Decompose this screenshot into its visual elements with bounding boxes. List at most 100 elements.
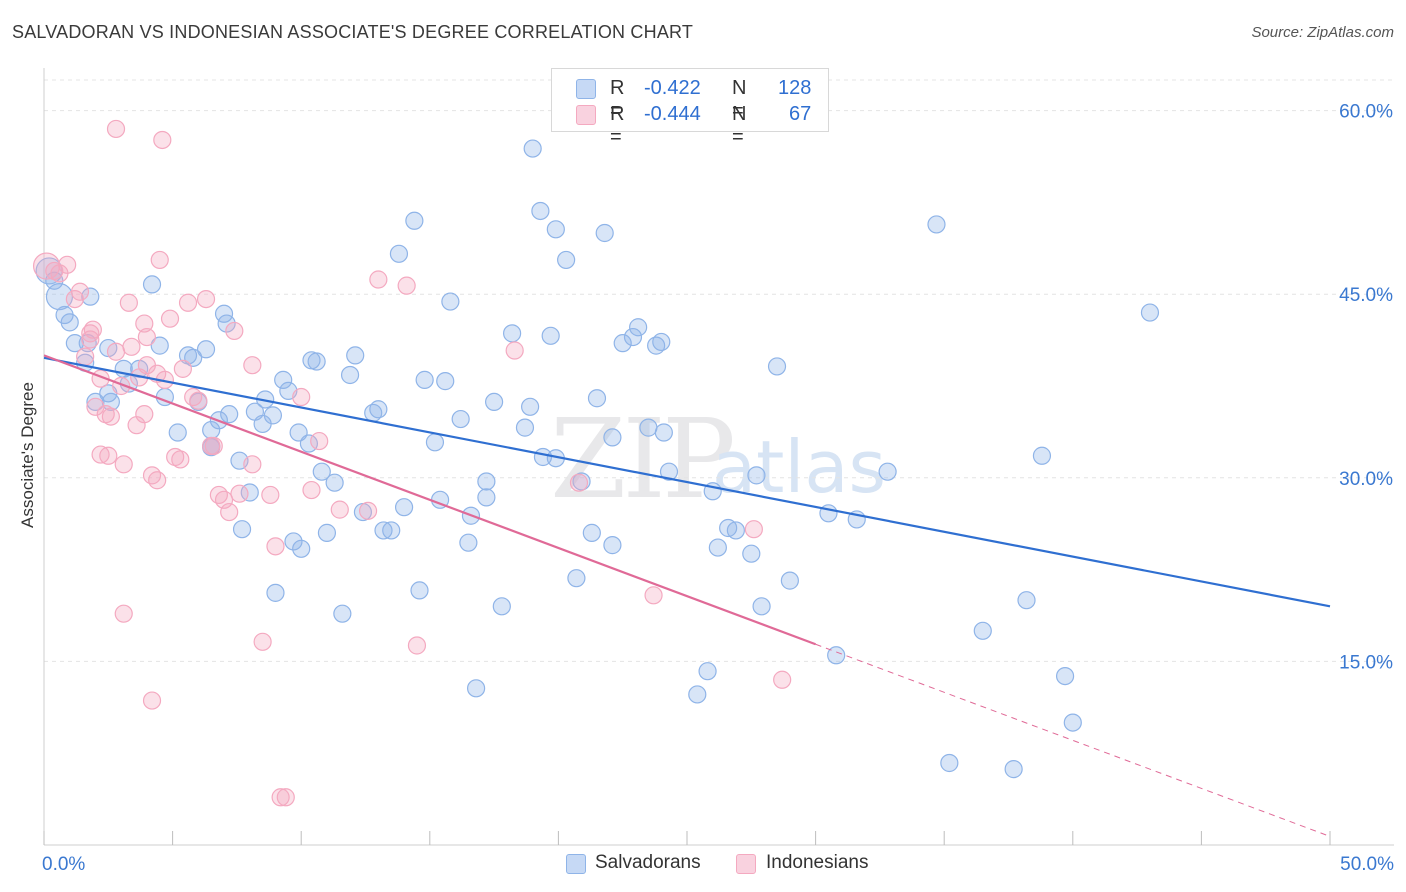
- point-salvadoran: [451, 409, 470, 429]
- y-tick-label: 45.0%: [1339, 285, 1393, 306]
- bottom-legend-swatch-salvadorans: [566, 854, 586, 874]
- point-indonesian: [266, 537, 285, 556]
- point-indonesian: [135, 405, 154, 424]
- point-salvadoran: [142, 275, 162, 294]
- point-indonesian: [220, 502, 239, 522]
- point-indonesian: [196, 289, 216, 309]
- point-salvadoran: [531, 201, 550, 221]
- point-salvadoran: [878, 462, 897, 481]
- bottom-legend-swatch-indonesians: [736, 854, 756, 874]
- point-salvadoran: [940, 753, 959, 773]
- point-indonesian: [407, 636, 427, 655]
- point-indonesian: [106, 119, 126, 139]
- point-salvadoran: [477, 472, 496, 491]
- point-indonesian: [142, 466, 162, 485]
- legend-r-label: R =: [610, 103, 625, 148]
- point-salvadoran: [623, 327, 643, 347]
- legend-n-value: 128: [778, 77, 812, 99]
- point-salvadoran: [374, 521, 393, 540]
- point-indonesian: [253, 632, 272, 651]
- y-axis-title: Associate's Degree: [18, 382, 37, 528]
- point-salvadoran: [263, 406, 283, 425]
- point-salvadoran: [436, 372, 455, 391]
- point-salvadoran: [292, 539, 311, 558]
- point-indonesian: [119, 293, 138, 312]
- legend: R = -0.422 N = 128 R = -0.444 N = 67: [551, 68, 829, 148]
- point-indonesian: [122, 337, 141, 356]
- point-salvadoran: [557, 250, 576, 270]
- point-indonesian: [292, 387, 311, 407]
- point-salvadoran: [86, 392, 105, 412]
- point-salvadoran: [369, 400, 388, 419]
- point-salvadoran: [827, 646, 846, 665]
- point-salvadoran: [202, 420, 221, 440]
- watermark-zip: ZIP: [550, 395, 736, 523]
- point-indonesian: [135, 314, 154, 333]
- point-salvadoran: [81, 287, 100, 306]
- trend-line-indonesians: [43, 354, 816, 646]
- point-indonesian: [569, 473, 589, 492]
- point-indonesian: [114, 604, 133, 623]
- point-indonesian: [148, 471, 167, 490]
- point-indonesian: [171, 450, 190, 469]
- point-salvadoran: [266, 583, 285, 602]
- point-salvadoran: [688, 685, 707, 704]
- point-indonesian: [209, 485, 228, 505]
- point-salvadoran: [425, 433, 445, 452]
- point-indonesian: [142, 691, 162, 710]
- point-indonesian: [99, 446, 118, 465]
- point-indonesian: [150, 250, 169, 270]
- point-indonesian: [397, 276, 416, 295]
- point-indonesian: [114, 455, 133, 474]
- point-salvadoran: [708, 538, 727, 557]
- x-tick-label: 0.0%: [42, 854, 85, 875]
- point-salvadoran: [767, 357, 787, 376]
- point-indonesian: [153, 130, 172, 150]
- point-salvadoran: [307, 352, 326, 371]
- point-indonesian: [173, 359, 192, 378]
- x-tick-label: 50.0%: [1340, 854, 1394, 875]
- point-salvadoran: [333, 604, 352, 623]
- trend-line-indonesians-extension: [815, 643, 1331, 837]
- point-salvadoran: [1055, 666, 1075, 686]
- point-salvadoran: [747, 466, 766, 485]
- point-salvadoran: [927, 215, 946, 234]
- point-indonesian: [261, 485, 280, 505]
- point-salvadoran: [459, 533, 478, 552]
- point-salvadoran: [742, 544, 761, 563]
- point-salvadoran: [582, 523, 601, 542]
- point-indonesian: [310, 431, 329, 451]
- legend-r-value: -0.422: [644, 77, 701, 99]
- point-salvadoran: [780, 571, 799, 590]
- watermark-atlas: atlas: [712, 425, 886, 509]
- y-tick-label: 30.0%: [1339, 469, 1393, 490]
- point-salvadoran: [389, 244, 409, 263]
- point-indonesian: [744, 520, 763, 539]
- point-indonesian: [505, 341, 524, 360]
- chart-title: SALVADORAN VS INDONESIAN ASSOCIATE'S DEG…: [12, 22, 694, 42]
- y-tick-label: 15.0%: [1339, 652, 1393, 673]
- point-salvadoran: [1017, 591, 1036, 610]
- bottom-legend-salvadorans: Salvadorans: [595, 852, 701, 873]
- trend-line-salvadorans: [43, 356, 1331, 608]
- point-indonesian: [271, 788, 290, 807]
- point-indonesian: [189, 391, 208, 410]
- point-salvadoran: [603, 428, 622, 447]
- point-indonesian: [58, 255, 77, 274]
- legend-n-value: 67: [789, 103, 812, 125]
- point-salvadoran: [274, 370, 293, 389]
- point-salvadoran: [603, 536, 622, 555]
- point-indonesian: [178, 293, 198, 312]
- point-indonesian: [302, 480, 321, 500]
- legend-swatch-pink: [576, 105, 596, 125]
- point-salvadoran: [698, 662, 717, 681]
- point-salvadoran: [168, 423, 187, 442]
- point-indonesian: [160, 309, 180, 328]
- point-salvadoran: [477, 488, 496, 507]
- point-salvadoran: [441, 292, 460, 311]
- point-indonesian: [773, 670, 792, 689]
- point-salvadoran: [150, 336, 169, 355]
- point-salvadoran: [1032, 446, 1052, 465]
- point-salvadoran: [317, 523, 337, 542]
